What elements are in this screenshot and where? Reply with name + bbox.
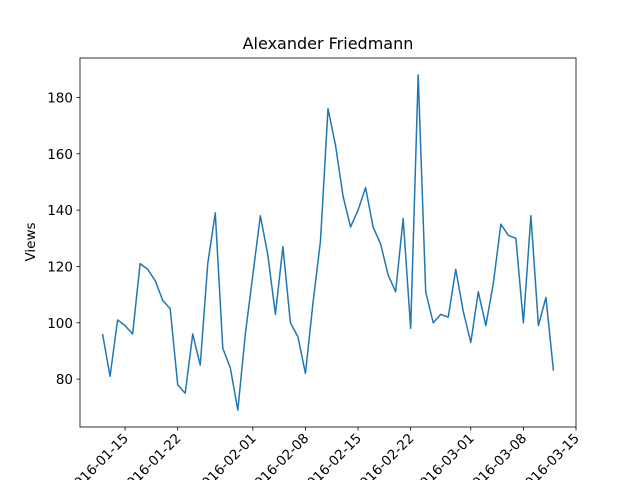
y-tick-label: 80 (56, 372, 73, 388)
y-tick-label: 180 (47, 90, 73, 106)
y-tick-label: 100 (47, 316, 73, 332)
y-tick-label: 120 (47, 259, 73, 275)
y-tick-label: 160 (47, 147, 73, 163)
y-tick-label: 140 (47, 203, 73, 219)
y-axis-label: Views (23, 222, 39, 261)
chart-title: Alexander Friedmann (243, 34, 414, 53)
plot-frame (79, 57, 577, 428)
line (101, 74, 555, 411)
